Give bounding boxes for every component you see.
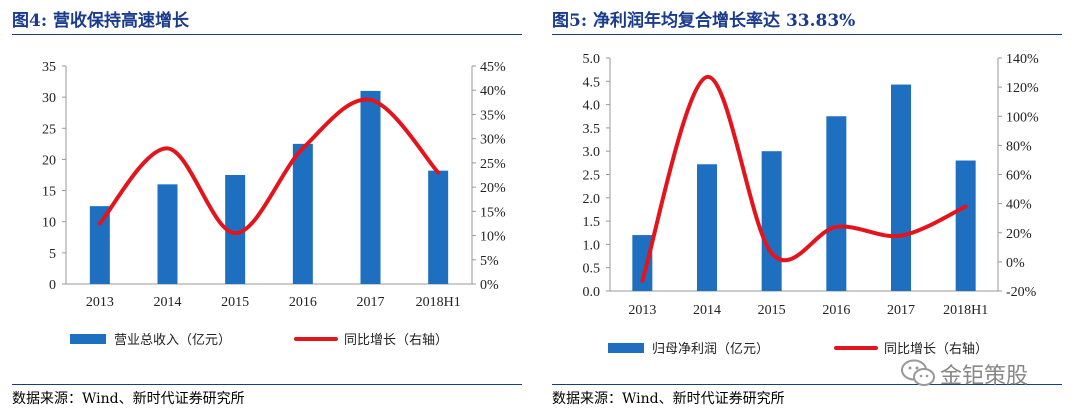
left-axis-tick-label: 3.5	[583, 122, 601, 137]
source-divider	[552, 384, 1062, 385]
left-axis-tick-label: 1.5	[583, 215, 601, 230]
left-axis-tick-label: 1.0	[583, 238, 601, 253]
right-axis-tick-label: 40%	[1006, 198, 1032, 213]
watermark: 金钜策股	[900, 356, 1070, 390]
x-axis-category-label: 2018H1	[416, 295, 461, 310]
x-axis-category-label: 2014	[154, 295, 182, 310]
left-axis-tick-label: 0.5	[583, 262, 601, 277]
legend-line-label: 同比增长（右轴）	[884, 342, 988, 357]
right-axis-tick-label: 35%	[480, 108, 506, 123]
right-axis-tick-label: 10%	[480, 230, 506, 245]
right-axis-tick-label: 0%	[1006, 256, 1025, 271]
title-divider	[552, 34, 1062, 35]
right-axis-tick-label: 15%	[480, 205, 506, 220]
left-axis-tick-label: 15	[42, 185, 56, 200]
right-axis-tick-label: 140%	[1006, 52, 1039, 67]
bar	[632, 235, 653, 291]
wechat-icon	[901, 359, 935, 386]
net-profit-chart: 0.0 0.5 1.0 1.5 2.0 2.5 3.0 3.5 4.0 4.5 5.0 -20% 0% 2…	[583, 52, 1040, 357]
x-axis-category-label: 2013	[628, 303, 656, 318]
bar	[955, 160, 976, 291]
left-axis-tick-label: 10	[42, 216, 56, 231]
figure-4-panel: 图4: 营收保持高速增长 0 5 10 15 20 25 30 35 0% 5% 10% 15% 20%…	[12, 11, 522, 407]
right-axis-tick-label: 60%	[1006, 169, 1032, 184]
x-axis-category-label: 2015	[758, 303, 786, 318]
bar	[360, 90, 381, 285]
revenue-chart: 0 5 10 15 20 25 30 35 0% 5% 10% 15% 20% 25% 30% 35% 40% 4…	[42, 60, 506, 348]
legend-line-label: 同比增长（右轴）	[344, 333, 448, 348]
growth-line	[97, 97, 441, 236]
x-axis-category-label: 2013	[86, 295, 114, 310]
left-axis-tick-label: 5.0	[583, 52, 601, 67]
x-axis-category-label: 2017	[357, 295, 385, 310]
x-axis-category-label: 2018H1	[943, 303, 988, 318]
left-axis-tick-label: 3.0	[583, 145, 601, 160]
right-axis-tick-label: 0%	[480, 278, 499, 293]
left-axis-tick-label: 25	[42, 122, 56, 137]
left-axis-tick-label: 4.5	[583, 75, 601, 90]
figure-title: 图4: 营收保持高速增长	[12, 11, 190, 31]
source-divider	[12, 384, 522, 385]
figure-5-panel: 图5: 净利润年均复合增长率达 33.83% 0.0 0.5 1.0 1.5 2.0 2.…	[540, 0, 1080, 419]
x-axis-category-label: 2016	[289, 295, 317, 310]
bar	[697, 164, 717, 291]
data-source: 数据来源：Wind、新时代证券研究所	[552, 391, 785, 407]
right-axis-tick-label: 20%	[480, 181, 506, 196]
x-axis-category-label: 2017	[887, 303, 915, 318]
legend-bar-label: 归母净利润（亿元）	[652, 342, 769, 357]
right-axis-tick-label: 120%	[1006, 81, 1039, 96]
right-axis-tick-label: -20%	[1006, 285, 1037, 300]
left-axis-tick-label: 20	[42, 153, 56, 168]
data-source: 数据来源：Wind、新时代证券研究所	[12, 391, 245, 407]
left-axis-tick-label: 0.0	[583, 285, 601, 300]
bar	[826, 116, 847, 291]
left-axis-tick-label: 0	[49, 278, 56, 293]
left-axis-tick-label: 30	[42, 91, 56, 106]
left-axis-tick-label: 2.5	[583, 169, 601, 184]
left-axis-tick-label: 35	[42, 60, 56, 75]
left-axis-tick-label: 5	[49, 247, 56, 262]
growth-line	[640, 74, 968, 283]
watermark-text: 金钜策股	[940, 364, 1029, 389]
x-axis-category-label: 2015	[221, 295, 249, 310]
title-divider	[12, 34, 522, 35]
right-axis-tick-label: 80%	[1006, 139, 1032, 154]
x-axis-category-label: 2016	[822, 303, 850, 318]
right-axis-tick-label: 100%	[1006, 110, 1039, 125]
left-axis-tick-label: 2.0	[583, 192, 601, 207]
bar	[428, 170, 449, 284]
right-axis-tick-label: 25%	[480, 157, 506, 172]
x-axis-category-label: 2014	[693, 303, 721, 318]
figure-title: 图5: 净利润年均复合增长率达 33.83%	[552, 11, 856, 31]
legend-bar-swatch	[608, 343, 644, 353]
bar	[761, 151, 782, 291]
bar	[225, 175, 246, 284]
left-axis-tick-label: 4.0	[583, 99, 601, 114]
right-axis-tick-label: 30%	[480, 133, 506, 148]
bar	[891, 84, 911, 291]
right-axis-tick-label: 40%	[480, 84, 506, 99]
bar	[157, 184, 178, 284]
bar	[292, 143, 313, 284]
legend-bar-swatch	[70, 334, 106, 344]
right-axis-tick-label: 20%	[1006, 227, 1032, 242]
right-axis-tick-label: 5%	[480, 254, 499, 269]
right-axis-tick-label: 45%	[480, 60, 506, 75]
bar	[89, 206, 110, 284]
legend-bar-label: 营业总收入（亿元）	[114, 333, 231, 348]
